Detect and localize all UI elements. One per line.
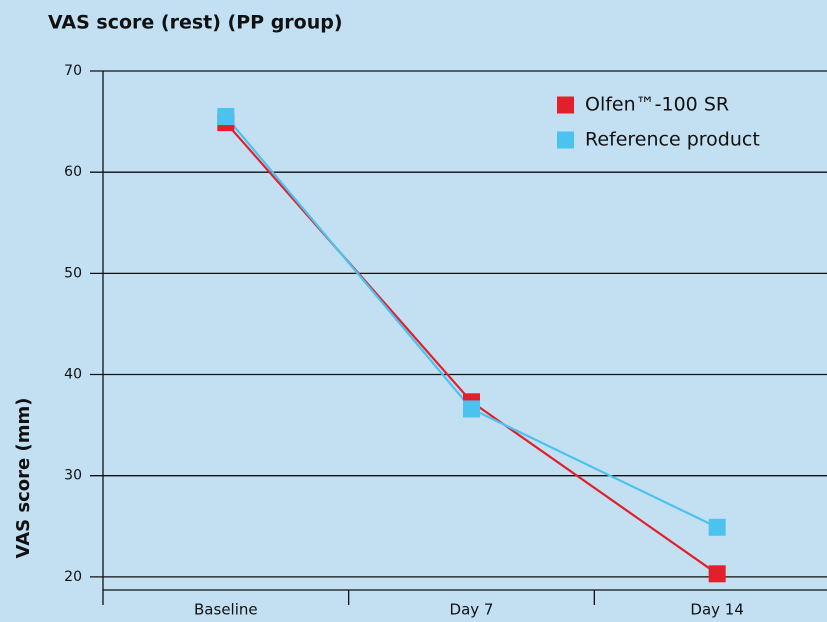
y-tick-label: 60 [64, 164, 82, 180]
legend-swatch [557, 131, 574, 149]
y-tick-label: 70 [64, 63, 82, 79]
marker [708, 518, 726, 536]
y-axis-label: VAS score (mm) [13, 398, 34, 559]
y-tick-label: 20 [64, 569, 82, 585]
y-tick-label: 40 [64, 367, 82, 383]
marker [708, 565, 726, 583]
x-tick-label: Day 14 [690, 601, 743, 619]
x-tick-label: Day 7 [450, 601, 494, 619]
legend-label: Reference product [585, 129, 760, 151]
legend-label: Olfen™-100 SR [585, 94, 729, 116]
legend-swatch [557, 96, 574, 114]
marker [217, 108, 235, 126]
chart-title: VAS score (rest) (PP group) [48, 12, 343, 34]
y-tick-label: 30 [64, 468, 82, 484]
y-tick-label: 50 [64, 265, 82, 281]
x-tick-label: Baseline [194, 601, 258, 619]
marker [463, 400, 480, 418]
